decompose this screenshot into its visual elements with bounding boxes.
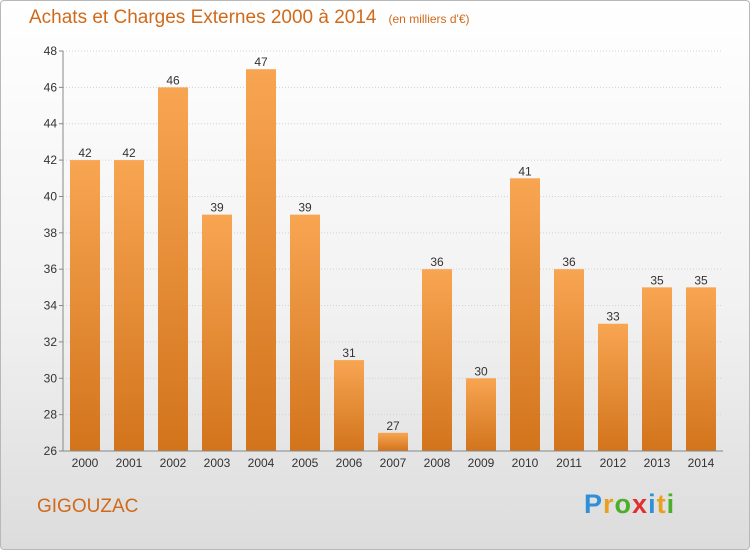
x-tick-labels: 2000 2001 2002 2003 2004 2005 2006 2007 2008 2009… xyxy=(72,456,715,470)
logo-letter: x xyxy=(632,489,649,519)
x-tick-label: 2005 xyxy=(292,456,319,470)
data-label: 36 xyxy=(562,255,576,269)
x-tick-label: 2007 xyxy=(380,456,407,470)
x-tick-label: 2004 xyxy=(248,456,275,470)
bar xyxy=(114,160,144,451)
data-label: 47 xyxy=(254,55,268,69)
y-tick-label: 34 xyxy=(44,299,58,313)
x-tick-label: 2002 xyxy=(160,456,187,470)
data-label: 35 xyxy=(650,273,664,287)
data-label: 31 xyxy=(342,346,356,360)
data-label: 39 xyxy=(298,201,312,215)
y-tick-labels: 26 28 30 32 34 36 38 40 42 44 46 48 xyxy=(44,44,58,458)
data-label: 27 xyxy=(386,419,400,433)
data-labels: 42 42 46 39 47 39 31 27 36 30 41 36 33 35 35 xyxy=(78,55,708,433)
bar xyxy=(686,287,716,451)
commune-name: GIGOUZAC xyxy=(37,496,139,517)
bar xyxy=(334,360,364,451)
x-tick-label: 2001 xyxy=(116,456,143,470)
bar xyxy=(642,287,672,451)
data-label: 46 xyxy=(166,73,180,87)
x-tick-label: 2006 xyxy=(336,456,363,470)
chart-title: Achats et Charges Externes 2000 à 2014 xyxy=(29,7,377,28)
bar xyxy=(246,69,276,451)
bar xyxy=(598,323,628,451)
y-tick-label: 30 xyxy=(44,371,58,385)
data-label: 42 xyxy=(122,146,136,160)
bar xyxy=(510,178,540,452)
logo-letter: i xyxy=(648,489,657,519)
x-tick-label: 2009 xyxy=(468,456,495,470)
logo-letter: P xyxy=(584,489,604,519)
bar xyxy=(554,269,584,451)
bar xyxy=(466,378,496,451)
x-tick-label: 2013 xyxy=(644,456,671,470)
y-tick-label: 48 xyxy=(44,44,58,58)
y-tick-label: 36 xyxy=(44,262,58,276)
data-label: 39 xyxy=(210,201,224,215)
logo-letter: i xyxy=(666,489,676,519)
logo-letter: o xyxy=(614,489,633,519)
data-label: 41 xyxy=(518,164,532,178)
x-tick-label: 2010 xyxy=(512,456,539,470)
data-label: 36 xyxy=(430,255,444,269)
y-tick-label: 46 xyxy=(44,80,58,94)
data-label: 42 xyxy=(78,146,92,160)
x-tick-label: 2008 xyxy=(424,456,451,470)
title-row: Achats et Charges Externes 2000 à 2014 (… xyxy=(29,7,470,29)
y-tick-label: 44 xyxy=(44,117,58,131)
y-tick-label: 26 xyxy=(44,444,58,458)
y-tick-label: 32 xyxy=(44,335,58,349)
x-tick-label: 2011 xyxy=(556,456,582,470)
axes xyxy=(62,51,723,452)
x-tick-label: 2000 xyxy=(72,456,99,470)
data-label: 33 xyxy=(606,310,620,324)
logo-letter: t xyxy=(656,489,667,519)
y-tick-label: 42 xyxy=(44,153,58,167)
chart-subtitle: (en milliers d'€) xyxy=(388,12,470,26)
data-label: 30 xyxy=(474,364,488,378)
data-label: 35 xyxy=(694,273,708,287)
logo-letter: r xyxy=(603,489,615,519)
x-tick-label: 2012 xyxy=(600,456,627,470)
bar xyxy=(158,87,188,451)
x-tick-label: 2003 xyxy=(204,456,231,470)
y-tick-label: 28 xyxy=(44,408,58,422)
bar xyxy=(202,214,232,451)
bar xyxy=(70,160,100,451)
proxiti-logo: Proxiti xyxy=(584,489,675,520)
x-tick-label: 2014 xyxy=(688,456,715,470)
y-tick-label: 38 xyxy=(44,226,58,240)
bar xyxy=(422,269,452,451)
bar xyxy=(290,214,320,451)
y-tick-label: 40 xyxy=(44,189,58,203)
bar xyxy=(378,432,408,451)
bars xyxy=(70,69,716,452)
